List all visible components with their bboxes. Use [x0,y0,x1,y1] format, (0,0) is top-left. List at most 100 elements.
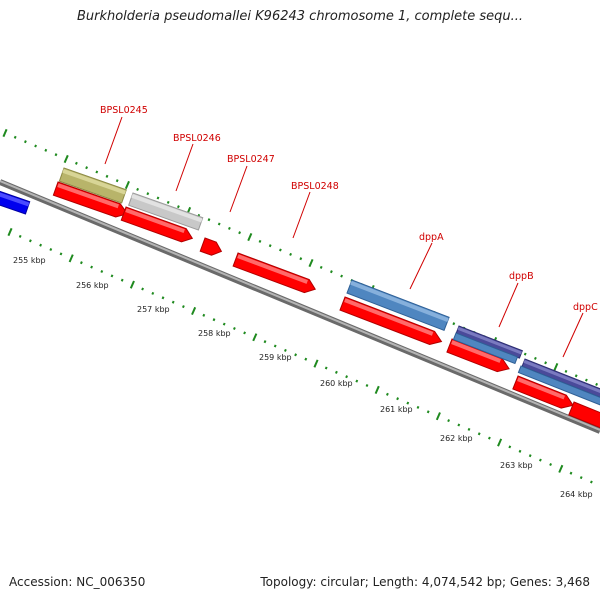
kbp-label-256: 256 kbp [76,281,109,290]
feature-left-blue[interactable] [0,187,31,215]
feature-dppc-steelblue[interactable] [517,365,600,407]
outer-ring-tick [319,265,323,269]
inner-ring-tick [355,379,359,383]
outer-ring-tick [289,252,293,256]
inner-ring-tick [477,432,481,436]
inner-ring-tick [202,313,206,317]
accession-text: Accession: NC_006350 [9,575,146,589]
kbp-labels: 255 kbp 256 kbp 257 kbp 258 kbp 259 kbp … [13,256,593,499]
cds-arrow-dppc[interactable] [512,375,576,412]
outer-ring-tick [105,174,109,178]
outer-ring-tick [124,180,130,190]
inner-ring-tick [324,366,328,370]
inner-ring-tick [589,480,593,484]
outer-ring-tick [176,205,180,209]
inner-ring-tick [528,454,532,458]
feature-dppa-steelblue[interactable] [346,279,450,331]
kbp-label-260: 260 kbp [320,379,353,388]
inner-ring-tick [313,359,319,368]
feature-bpsl0245-olive[interactable] [58,167,127,204]
inner-ring-tick [68,254,74,263]
kbp-label-264: 264 kbp [560,490,593,499]
cds-arrow-bpsl0247[interactable] [199,237,224,258]
feature-dppb-steelblue[interactable] [452,332,519,365]
inner-ring-tick [252,333,258,342]
outer-ring-tick [595,382,599,386]
inner-ring-tick [243,331,247,335]
inner-ring-tick [7,227,13,237]
inner-ring-tick [447,419,451,423]
outer-ring-tick [23,140,27,144]
outer-ring-tick [95,170,99,174]
gene-label-bpsl0247[interactable]: BPSL0247 [227,154,275,165]
inner-ring-tick [191,306,197,316]
outer-ring-tick [523,352,527,356]
kbp-label-255: 255 kbp [13,256,46,265]
outer-ring-tick [156,196,160,200]
gene-label-bpsl0246[interactable]: BPSL0246 [173,133,221,144]
inner-ring-tick [273,344,277,348]
inner-ring-tick [39,243,43,247]
inner-ring-tick [487,436,491,440]
outer-ring-tick [54,153,58,157]
outer-ring-tick [2,128,8,138]
inner-ring-tick [365,383,369,388]
outer-ring-tick [115,179,119,183]
inner-ring-tick [558,464,564,473]
inner-ring-tick [518,449,522,453]
outer-ring-tick [544,361,548,365]
outer-ring-tick [136,187,140,191]
outer-ring-tick [217,222,221,226]
outer-ring-tick [74,161,78,165]
outer-ring-tick [13,135,17,139]
outer-ring-tick [340,274,344,278]
outer-ring-tick [278,248,282,252]
cds-arrow-bpsl0245[interactable] [52,181,129,220]
inner-ring-tick [334,370,338,374]
gene-labels: BPSL0245 BPSL0246 BPSL0247 BPSL0248 dppA… [100,105,598,313]
cds-arrow-bpsl0248[interactable] [232,252,318,296]
inner-ring-tick [18,234,22,238]
inner-ring-tick [49,247,53,252]
inner-ring-tick [416,405,420,409]
cds-arrow-dppa[interactable] [339,296,444,348]
kbp-label-257: 257 kbp [137,305,170,314]
outer-ring-tick [63,154,69,164]
inner-ring-tick [110,274,114,278]
outer-ring-tick [533,356,537,360]
inner-ring-tick [222,322,226,326]
map-title: Burkholderia pseudomallei K96243 chromos… [76,9,524,24]
outer-ring-tick [238,231,242,235]
inner-ring-tick [151,291,155,295]
inner-ring-tick [171,300,175,304]
gene-label-dppa[interactable]: dppA [419,232,444,243]
gene-label-dppc[interactable]: dppC [573,302,598,313]
inner-ring-tick [549,462,553,467]
outer-ring-tick [268,244,272,248]
outer-ring-tick [146,192,150,196]
inner-tick-ring [7,227,593,484]
inner-ring-tick [283,348,287,352]
kbp-label-261: 261 kbp [380,405,413,414]
outer-ring-tick [227,226,231,230]
inner-ring-tick [457,423,461,427]
outer-ring-tick [44,148,48,152]
genome-summary-text: Topology: circular; Length: 4,074,542 bp… [260,575,590,589]
gene-label-dppb[interactable]: dppB [509,271,534,282]
inner-ring-tick [212,318,216,322]
kbp-label-258: 258 kbp [198,329,231,338]
inner-ring-tick [232,326,236,331]
inner-ring-tick [79,261,83,265]
feature-track [0,167,600,433]
cds-arrow-next[interactable] [568,401,600,433]
gene-label-bpsl0245[interactable]: BPSL0245 [100,105,148,116]
gene-leader-lines [104,116,584,358]
cds-arrow-bpsl0246[interactable] [120,206,194,245]
inner-ring-tick [435,412,441,421]
gene-label-bpsl0248[interactable]: BPSL0248 [291,181,339,192]
feature-bpsl0246-gray[interactable] [128,192,204,231]
outer-ring-tick [258,239,262,243]
inner-ring-tick [161,296,165,300]
outer-ring-tick [564,369,568,373]
